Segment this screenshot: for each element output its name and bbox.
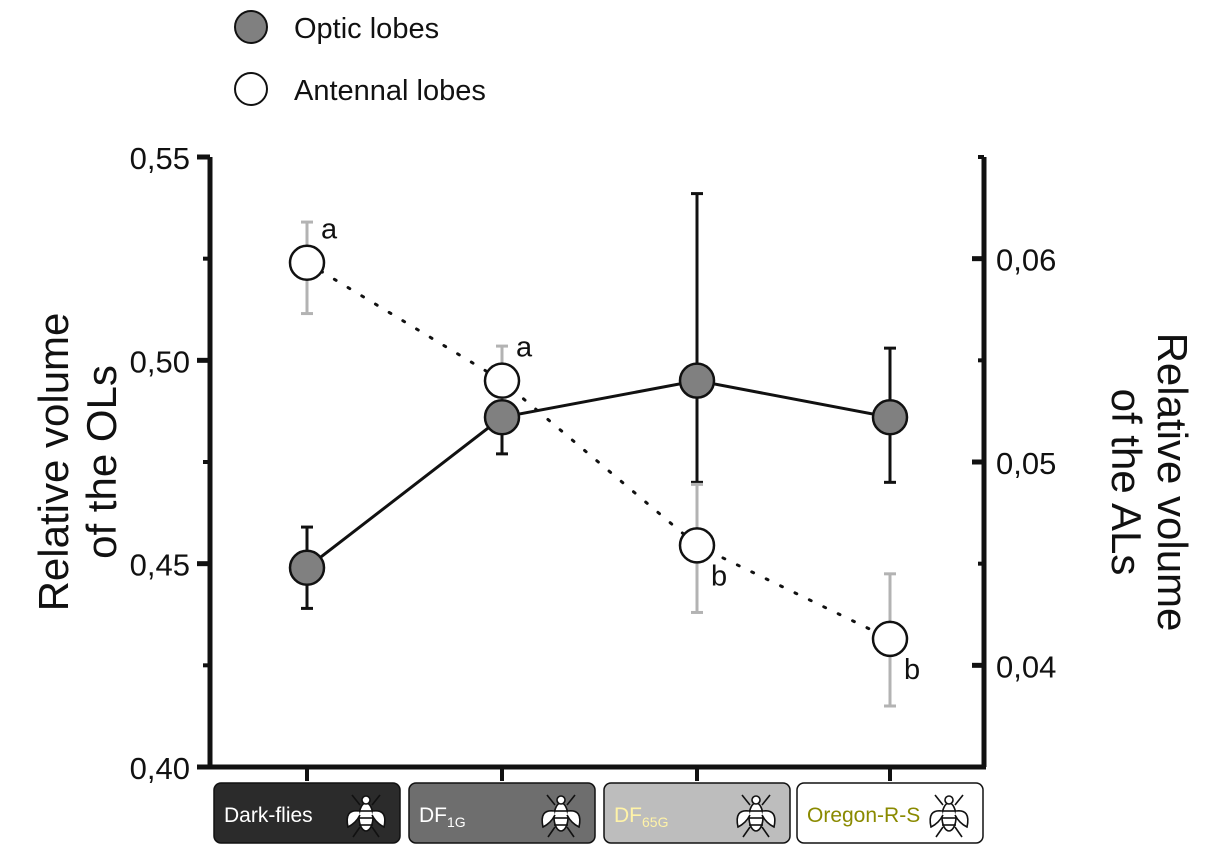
fly-icon-leg-4 xyxy=(761,826,770,838)
category-label-sub-2: 65G xyxy=(642,814,668,830)
fly-icon-wing-right xyxy=(954,810,969,829)
fly-icon-body xyxy=(941,802,957,832)
x-ticks xyxy=(305,767,892,781)
left-y-axis-title-line2: of the OLs xyxy=(78,365,125,559)
fly-icon-leg-2 xyxy=(566,794,576,806)
marker-s0-0 xyxy=(288,549,326,586)
series-layer: a a b b xyxy=(288,192,920,708)
right-y-axis-title: Relative volume of the ALs xyxy=(1103,333,1196,632)
legend-label-optic-lobes: Optic lobes xyxy=(294,13,439,45)
fly-icon-wing-right xyxy=(371,810,386,829)
left-y-tick-label-0: 0,40 xyxy=(130,751,190,786)
fly-icon-leg-3 xyxy=(352,826,361,838)
legend: Optic lobes Antennal lobes xyxy=(234,10,486,107)
left-y-tick-label-1: 0,45 xyxy=(130,548,190,583)
fly-icon-wing-left xyxy=(346,810,361,829)
fly-icon-leg-1 xyxy=(741,794,751,806)
right-y-axis-title-line2: of the ALs xyxy=(1103,389,1150,576)
marker-s0-2 xyxy=(678,362,716,399)
fly-icon-head xyxy=(751,795,761,805)
fly-icon-head xyxy=(556,795,566,805)
legend-marker-optic-lobes xyxy=(234,10,268,44)
significance-label-3: b xyxy=(904,654,920,686)
fly-icon-leg-1 xyxy=(934,794,944,806)
category-box-1: DF1G xyxy=(408,782,596,844)
left-y-tick-label-2: 0,50 xyxy=(130,344,190,379)
left-y-axis-title-line1: Relative volume xyxy=(30,313,77,612)
fly-icon-leg-4 xyxy=(954,826,963,838)
fly-icon-leg-2 xyxy=(954,794,964,806)
category-box-2: DF65G xyxy=(603,782,791,844)
fly-icon-head xyxy=(361,795,371,805)
fly-icon-leg-3 xyxy=(935,826,944,838)
category-label-0: Dark-flies xyxy=(224,804,313,827)
fly-icon xyxy=(541,794,581,838)
category-label-main-3: Oregon-R-S xyxy=(807,804,920,827)
right-y-axis-title-line1: Relative volume xyxy=(1149,333,1196,632)
fly-icon-wing-left xyxy=(541,810,556,829)
marker-s1-0 xyxy=(288,244,326,281)
category-label-3: Oregon-R-S xyxy=(807,804,920,827)
fly-icon-wing-left xyxy=(736,810,751,829)
fly-icon xyxy=(929,794,969,838)
marker-s0-1 xyxy=(483,399,521,436)
category-box-3: Oregon-R-S xyxy=(796,782,984,844)
fly-icon-leg-3 xyxy=(742,826,751,838)
category-box-0: Dark-flies xyxy=(213,782,401,844)
fly-icon-leg-1 xyxy=(351,794,361,806)
category-labels: Dark-flies DF1G DF65G Oregon-R-S xyxy=(213,782,984,844)
category-label-sub-1: 1G xyxy=(447,814,466,830)
right-y-ticks: 0,04 0,05 0,06 xyxy=(972,155,1056,769)
category-label-2: DF65G xyxy=(614,804,668,830)
category-label-main-1: DF xyxy=(419,804,447,827)
right-y-tick-label-0: 0,04 xyxy=(996,649,1056,684)
category-label-main-0: Dark-flies xyxy=(224,804,313,827)
fly-icon-leg-2 xyxy=(371,794,381,806)
marker-s1-1 xyxy=(483,362,521,399)
left-y-tick-label-3: 0,55 xyxy=(130,141,190,176)
legend-marker-antennal-lobes xyxy=(234,72,268,106)
fly-icon-leg-3 xyxy=(547,826,556,838)
fly-icon-body xyxy=(748,802,764,832)
fly-icon-leg-1 xyxy=(546,794,556,806)
marker-s1-2 xyxy=(678,527,716,564)
right-y-tick-label-2: 0,06 xyxy=(996,243,1056,278)
fly-icon-leg-2 xyxy=(761,794,771,806)
category-label-1: DF1G xyxy=(419,804,466,830)
significance-label-0: a xyxy=(321,214,338,246)
significance-label-2: b xyxy=(711,560,727,592)
marker-s0-3 xyxy=(871,399,909,436)
fly-icon-leg-4 xyxy=(566,826,575,838)
fly-icon-head xyxy=(944,795,954,805)
fly-icon-body xyxy=(553,802,569,832)
axes: 0,40 0,45 0,50 0,55 0,04 0,05 0,06 xyxy=(130,141,1057,786)
fly-icon xyxy=(736,794,776,838)
fly-icon-wing-right xyxy=(761,810,776,829)
fly-icon-wing-right xyxy=(566,810,581,829)
marker-s1-3 xyxy=(871,620,909,658)
significance-label-1: a xyxy=(516,332,533,364)
fly-icon-body xyxy=(358,802,374,832)
category-label-main-2: DF xyxy=(614,804,642,827)
right-y-tick-label-1: 0,05 xyxy=(996,446,1056,481)
fly-icon-wing-left xyxy=(929,810,944,829)
fly-icon xyxy=(346,794,386,838)
left-y-axis-title: Relative volume of the OLs xyxy=(30,313,125,612)
left-y-ticks: 0,40 0,45 0,50 0,55 xyxy=(130,141,210,786)
series-line-0 xyxy=(306,379,891,569)
legend-label-antennal-lobes: Antennal lobes xyxy=(294,75,486,107)
fly-icon-leg-4 xyxy=(371,826,380,838)
series-line-1 xyxy=(305,261,892,641)
